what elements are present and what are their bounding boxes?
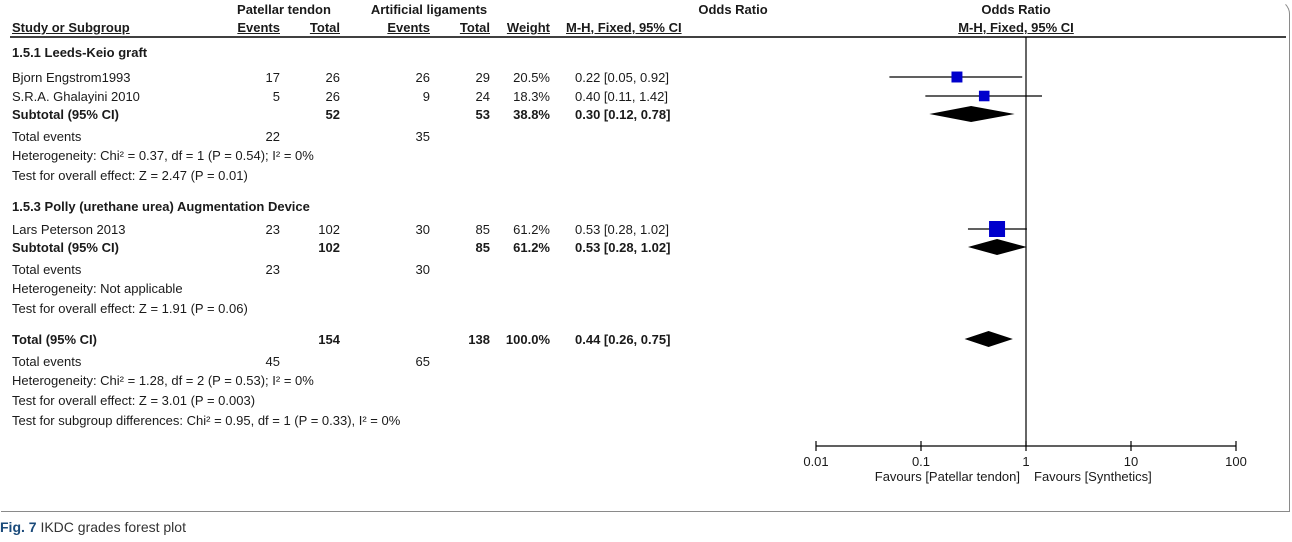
x-tick-label: 1	[1022, 454, 1029, 469]
x-tick-label: 100	[1225, 454, 1247, 469]
summary-diamond	[929, 106, 1014, 122]
x-tick-label: 0.1	[912, 454, 930, 469]
summary-diamond	[968, 239, 1027, 255]
favours-left-label: Favours [Patellar tendon]	[875, 469, 1020, 484]
study-square	[951, 72, 962, 83]
study-square	[989, 221, 1005, 237]
x-tick-label: 10	[1124, 454, 1138, 469]
figure-caption: Fig. 7 IKDC grades forest plot	[0, 518, 186, 536]
forest-plot: 0.01 0.1 1 10 100 Favours [Patellar tendon] Fa…	[0, 0, 1292, 512]
caption-text: IKDC grades forest plot	[40, 519, 186, 535]
favours-right-label: Favours [Synthetics]	[1034, 469, 1152, 484]
study-square	[979, 91, 990, 102]
caption-label: Fig. 7	[0, 519, 37, 535]
summary-diamond	[965, 331, 1013, 347]
x-tick-label: 0.01	[803, 454, 828, 469]
